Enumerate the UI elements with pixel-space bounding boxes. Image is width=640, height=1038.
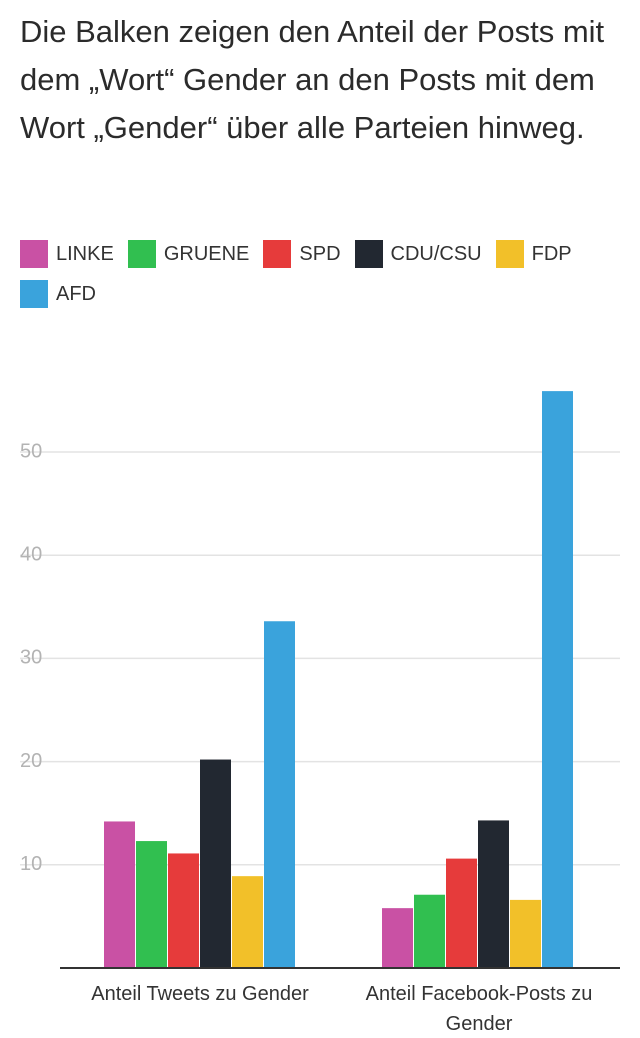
bar-fdp-2 (510, 899, 541, 968)
bar-gruene-2 (414, 894, 445, 968)
legend-swatch (495, 240, 524, 268)
y-tick-label: 20 (20, 750, 42, 772)
bar-cdu-csu-2 (478, 820, 509, 968)
bar-afd-1 (264, 621, 295, 968)
bar-gruene-1 (136, 841, 167, 968)
legend-label: FDP (531, 242, 572, 265)
bar-fdp-1 (232, 876, 263, 968)
legend-item-cdu-csu: CDU/CSU (354, 240, 482, 268)
y-tick-label: 40 (20, 543, 42, 565)
legend-item-afd: AFD (20, 280, 96, 308)
legend-label: SPD (299, 242, 341, 265)
x-category-label: Anteil Facebook-Posts zu Gender (366, 983, 593, 1035)
legend-label: GRUENE (163, 242, 250, 265)
legend-swatch (354, 240, 383, 268)
legend-label: AFD (56, 282, 96, 305)
bar-afd-2 (542, 391, 573, 968)
legend-swatch (20, 280, 48, 308)
bar-linke-2 (382, 908, 413, 968)
legend-swatch (20, 240, 48, 268)
legend-item-fdp: FDP (495, 240, 572, 268)
legend-item-linke: LINKE (20, 240, 114, 268)
y-tick-label: 30 (20, 647, 42, 669)
x-category-label: Anteil Tweets zu Gender (91, 983, 309, 1005)
bar-chart: 10 20 30 40 50 Anteil Tweets zu Gender Anteil … (0, 330, 640, 1038)
bar-spd-2 (446, 858, 477, 968)
chart-title: Die Balken zeigen den Anteil der Posts m… (20, 14, 605, 145)
legend-label: CDU/CSU (390, 242, 482, 265)
legend-swatch (127, 240, 156, 268)
bar-linke-1 (104, 821, 135, 968)
bar-cdu-csu-1 (200, 759, 231, 968)
chart-svg: 10 20 30 40 50 Anteil Tweets zu Gender Anteil … (20, 391, 620, 1035)
y-tick-label: 50 (20, 440, 42, 462)
legend: LINKE GRUENE SPD CDU/CSU FDP AFD (20, 240, 630, 308)
legend-item-spd: SPD (263, 240, 341, 268)
legend-label: LINKE (56, 242, 114, 265)
y-tick-label: 10 (20, 853, 42, 875)
bar-spd-1 (168, 853, 199, 968)
legend-item-gruene: GRUENE (127, 240, 250, 268)
legend-swatch (263, 240, 292, 268)
